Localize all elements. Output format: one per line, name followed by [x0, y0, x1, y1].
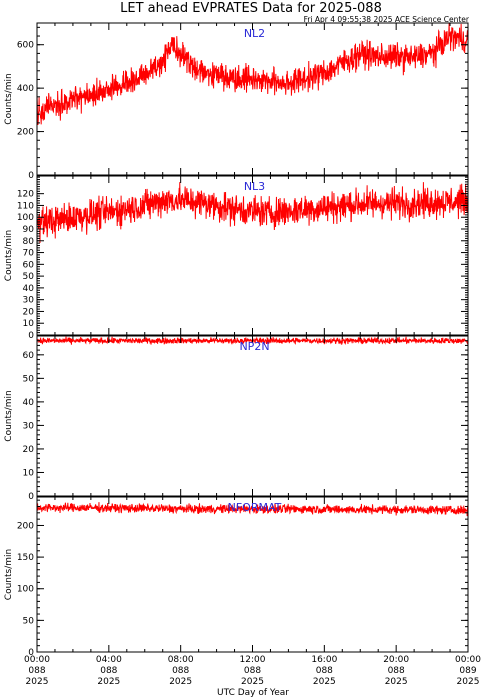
x-tick-label-year: 2025 — [26, 677, 49, 687]
x-tick-label-time: 12:00 — [240, 655, 266, 665]
y-tick-label: 60 — [23, 260, 35, 270]
x-tick-label-year: 2025 — [97, 677, 120, 687]
panel-label-nl2: NL2 — [244, 27, 265, 40]
y-tick-label: 110 — [17, 201, 34, 211]
y-tick-label: 0 — [28, 492, 34, 502]
y-tick-label: 40 — [23, 398, 35, 408]
y-tick-label: 100 — [17, 213, 34, 223]
x-tick-label-doy: 089 — [459, 666, 476, 676]
y-tick-label: 0 — [28, 648, 34, 658]
x-tick-label-time: 20:00 — [383, 655, 409, 665]
y-tick-label: 10 — [23, 319, 35, 329]
y-tick-label: 50 — [23, 272, 35, 282]
y-tick-label: 120 — [17, 190, 34, 200]
x-tick-label-year: 2025 — [457, 677, 480, 687]
x-tick-label-time: 00:00 — [455, 655, 481, 665]
panel-frame — [36, 496, 469, 653]
x-tick-label-doy: 088 — [244, 666, 261, 676]
panel-3: 0 10 20 30 40 50 60 Counts/min NP2N — [4, 335, 469, 502]
panel-frame — [36, 22, 469, 176]
x-tick-labels: 00:00088202504:00088202508:00088202512:0… — [24, 655, 481, 687]
y-tick-label: 0 — [28, 331, 34, 341]
panel-label-np2n: NP2N — [239, 340, 269, 353]
y-tick-label: 30 — [23, 421, 35, 431]
y-tick-label: 20 — [23, 445, 35, 455]
panel-4: 0 50 100 150 200 Counts/min NFORMAT — [4, 496, 469, 658]
x-tick-label-time: 04:00 — [96, 655, 122, 665]
y-tick-label: 50 — [23, 374, 35, 384]
y-tick-label: 30 — [23, 296, 35, 306]
y-tick-label: 400 — [17, 84, 34, 94]
y-tick-label: 200 — [17, 521, 34, 531]
x-tick-label-doy: 088 — [100, 666, 117, 676]
x-axis-label: UTC Day of Year — [217, 688, 289, 698]
x-tick-label-year: 2025 — [169, 677, 192, 687]
timestamp: Fri Apr 4 09:55:38 2025 ACE Science Cent… — [304, 15, 470, 24]
figure-title: LET ahead EVPRATES Data for 2025-088 — [120, 1, 382, 16]
y-axis-label: Counts/min — [4, 73, 14, 124]
x-tick-label-year: 2025 — [385, 677, 408, 687]
y-tick-label: 100 — [17, 585, 34, 595]
y-axis-label: Counts/min — [4, 549, 14, 600]
x-tick-label-doy: 088 — [172, 666, 189, 676]
panel-1: 0 200 400 600 Counts/min NL2 — [4, 22, 469, 181]
y-axis-label: Counts/min — [4, 390, 14, 441]
y-tick-label: 10 — [23, 468, 35, 478]
y-axis-label: Counts/min — [4, 230, 14, 281]
y-tick-label: 50 — [23, 616, 35, 626]
y-tick-label: 20 — [23, 307, 35, 317]
panel-label-nl3: NL3 — [244, 180, 265, 193]
series-line-nl2 — [36, 22, 469, 126]
y-tick-label: 90 — [23, 225, 35, 235]
panel-label-nformat: NFORMAT — [228, 501, 282, 514]
x-tick-label-doy: 088 — [388, 666, 405, 676]
panel-2: 0102030405060708090100110120Counts/minNL… — [4, 175, 469, 341]
y-tick-label: 70 — [23, 249, 35, 259]
x-tick-label-time: 16:00 — [311, 655, 337, 665]
series-line-nformat — [36, 502, 469, 517]
x-tick-label-doy: 088 — [316, 666, 333, 676]
x-tick-label-time: 00:00 — [24, 655, 50, 665]
y-tick-label: 0 — [28, 171, 34, 181]
y-tick-label: 60 — [23, 351, 35, 361]
series-line-nl3 — [36, 182, 469, 243]
x-tick-label-doy: 088 — [28, 666, 45, 676]
x-tick-label-year: 2025 — [313, 677, 336, 687]
x-tick-label-year: 2025 — [241, 677, 264, 687]
y-tick-label: 600 — [17, 41, 34, 51]
panel-frame — [36, 335, 469, 497]
y-tick-label: 200 — [17, 128, 34, 138]
panels: 0200400600Counts/minNL201020304050607080… — [4, 22, 469, 658]
x-tick-label-time: 08:00 — [168, 655, 194, 665]
y-tick-label: 40 — [23, 284, 35, 294]
y-tick-label: 80 — [23, 237, 35, 247]
y-tick-label: 150 — [17, 553, 34, 563]
